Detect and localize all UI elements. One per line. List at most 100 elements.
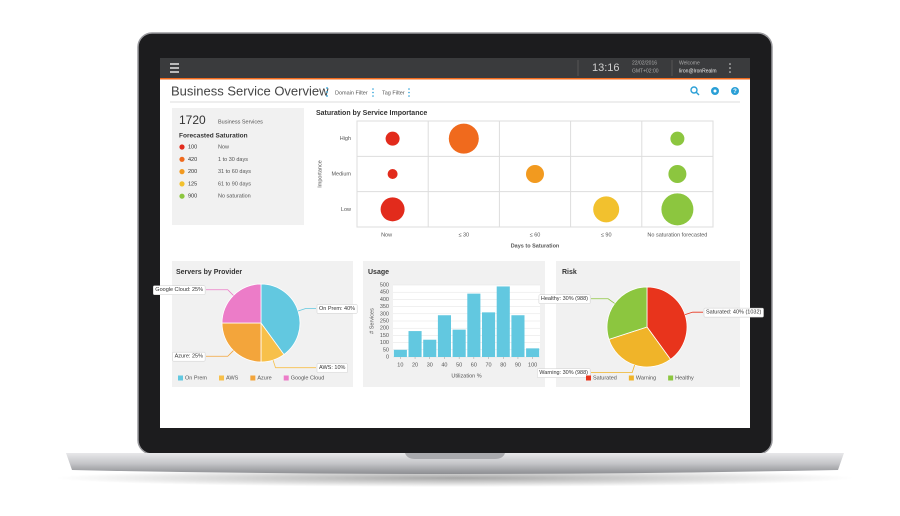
- y-tick-label: 50: [383, 347, 389, 353]
- status-dot: [179, 144, 185, 150]
- status-dot: [179, 156, 185, 162]
- top-bar: [160, 58, 750, 78]
- leader-line: [684, 311, 703, 316]
- legend-swatch: [178, 375, 183, 381]
- timezone: GMT+02:00: [632, 68, 659, 74]
- legend-label: On Prem: [185, 375, 207, 381]
- count: 420: [188, 157, 197, 163]
- notch: [405, 453, 505, 459]
- bar: [408, 331, 422, 357]
- filter[interactable]: Domain Filter: [335, 90, 368, 96]
- status-dot: [179, 181, 185, 187]
- menu-icon[interactable]: [170, 63, 179, 73]
- legend-swatch: [250, 375, 256, 381]
- status-label: Now: [218, 144, 229, 150]
- help-icon[interactable]: ?: [731, 87, 739, 95]
- title-menu[interactable]: [326, 87, 328, 97]
- status-label: 1 to 30 days: [218, 157, 248, 163]
- y-tick-label: 200: [380, 326, 389, 332]
- y-axis-label: Importance: [317, 160, 323, 188]
- bubble: [448, 123, 479, 154]
- label-box: [538, 294, 591, 304]
- status-label: No saturation: [218, 194, 251, 200]
- x-tick-label: 10: [397, 362, 403, 368]
- data-label: Google Cloud: 25%: [155, 287, 203, 293]
- bar: [511, 315, 525, 357]
- legend-swatch: [668, 375, 674, 381]
- bubble: [661, 193, 694, 226]
- x-tick-label: 30: [427, 362, 433, 368]
- y-tick-label: 0: [386, 354, 389, 360]
- legend-label: Healthy: [675, 375, 694, 381]
- y-tick-label: Medium: [331, 171, 351, 177]
- x-tick-label: ≤ 60: [530, 232, 541, 238]
- y-tick-label: 250: [380, 318, 389, 324]
- status-dot: [179, 193, 185, 199]
- user[interactable]: liron@IronRealm: [679, 68, 717, 74]
- summary-panel: [172, 108, 304, 225]
- x-tick-label: 70: [485, 362, 491, 368]
- filter-menu[interactable]: [408, 88, 410, 97]
- pie-slice: [608, 326, 672, 368]
- bubble: [668, 165, 687, 183]
- settings-icon[interactable]: [711, 87, 719, 95]
- y-tick-label: 500: [380, 282, 389, 288]
- chart-title: Usage: [368, 269, 389, 276]
- legend-label: AWS: [226, 375, 239, 381]
- count: 100: [188, 144, 197, 150]
- x-tick-label: ≤ 30: [458, 232, 469, 238]
- leader-line: [206, 289, 234, 296]
- label-box: [316, 304, 358, 314]
- bubble: [593, 196, 620, 223]
- y-tick-label: 350: [380, 304, 389, 310]
- filter[interactable]: Tag Filter: [382, 90, 405, 96]
- leader-line: [272, 359, 316, 369]
- x-tick-label: 20: [412, 362, 418, 368]
- bubble: [380, 197, 405, 222]
- leader-line: [591, 298, 615, 304]
- leader-line: [591, 364, 636, 374]
- welcome: Welcome: [679, 60, 700, 66]
- x-axis-label: Utilization %: [451, 373, 481, 379]
- data-label: Healthy: 30% (988): [541, 296, 588, 302]
- bubble: [385, 131, 400, 146]
- bar: [423, 339, 437, 357]
- x-tick-label: 100: [528, 362, 537, 368]
- x-tick-label: No saturation forecasted: [647, 232, 707, 238]
- legend-swatch: [219, 375, 225, 381]
- laptop-base: [66, 453, 844, 474]
- label-box: [537, 368, 591, 378]
- status-label: 31 to 60 days: [218, 169, 251, 175]
- accent-line: [160, 78, 750, 80]
- leader-line: [206, 350, 234, 357]
- x-axis-label: Days to Saturation: [511, 243, 560, 249]
- y-tick-label: 450: [380, 290, 389, 296]
- x-tick-label: 40: [441, 362, 447, 368]
- chart-title: Risk: [562, 269, 577, 276]
- count: 200: [188, 169, 197, 175]
- svg-text:?: ?: [733, 89, 737, 95]
- filter-menu[interactable]: [372, 88, 374, 97]
- search-icon[interactable]: [690, 86, 700, 96]
- y-axis-label: # Services: [369, 308, 375, 334]
- bubble: [387, 169, 398, 179]
- bar: [437, 315, 451, 357]
- data-label: On Prem: 40%: [319, 306, 355, 312]
- data-label: Azure: 25%: [175, 354, 204, 360]
- bar: [482, 312, 496, 357]
- data-label: Saturated: 40% (1032): [706, 310, 762, 316]
- plot-area: [356, 120, 714, 228]
- legend-label: Google Cloud: [291, 375, 325, 381]
- user-menu[interactable]: [729, 63, 731, 73]
- x-tick-label: ≤ 90: [601, 232, 612, 238]
- pie-slice: [606, 286, 648, 340]
- summary-heading: Forecasted Saturation: [179, 133, 248, 140]
- total-label: Business Services: [218, 119, 263, 125]
- bubble: [670, 131, 685, 146]
- label-box: [316, 363, 348, 373]
- x-tick-label: 80: [500, 362, 506, 368]
- legend-label: Warning: [636, 375, 656, 381]
- bar: [467, 293, 481, 357]
